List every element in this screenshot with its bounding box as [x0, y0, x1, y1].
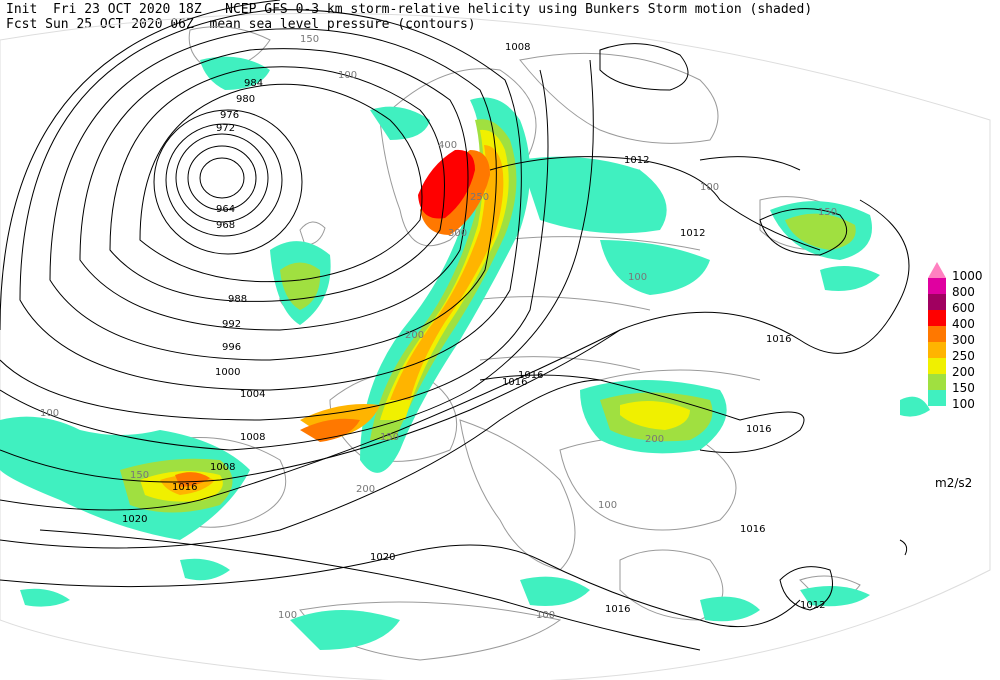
isobars	[0, 0, 910, 651]
legend-swatch	[928, 358, 946, 374]
helicity-label: 100	[338, 70, 357, 81]
isobar-label: 964	[216, 204, 235, 215]
helicity-label: 200	[405, 330, 424, 341]
isobar-label: 1020	[122, 514, 147, 525]
forecast-init-title: Init Fri 23 OCT 2020 18Z NCEP GFS 0-3 km…	[6, 2, 813, 17]
legend-label: 600	[952, 301, 975, 315]
isobar-label: 1016	[502, 377, 527, 388]
isobar-label: 1004	[240, 389, 265, 400]
legend-swatch	[928, 310, 946, 326]
legend-units: m2/s2	[935, 476, 973, 490]
helicity-label: 100	[278, 610, 297, 621]
legend-swatch	[928, 390, 946, 406]
helicity-label: 100	[628, 272, 647, 283]
helicity-label: 200	[645, 434, 664, 445]
legend-entry: 400	[928, 310, 998, 331]
forecast-valid-title: Fcst Sun 25 OCT 2020 06Z mean sea level …	[6, 17, 476, 32]
legend-label: 1000	[952, 269, 983, 283]
helicity-label: 200	[356, 484, 375, 495]
helicity-labels: 100 150 200 250 300 400 100 100 200 150 …	[40, 34, 837, 621]
helicity-label: 100	[598, 500, 617, 511]
helicity-label: 250	[470, 192, 489, 203]
helicity-label: 150	[130, 470, 149, 481]
isobar-label: 996	[222, 342, 241, 353]
isobar-label: 1008	[210, 462, 235, 473]
helicity-label: 400	[438, 140, 457, 151]
isobar-label: 968	[216, 220, 235, 231]
legend-entry: 200	[928, 358, 998, 379]
helicity-label: 100	[700, 182, 719, 193]
isobar-label: 992	[222, 319, 241, 330]
legend-label: 100	[952, 397, 975, 411]
legend-swatch	[928, 326, 946, 342]
map-domain-outline	[0, 12, 991, 680]
isobar-label: 1016	[172, 482, 197, 493]
legend-label: 150	[952, 381, 975, 395]
helicity-label: 150	[818, 207, 837, 218]
isobar-label: 972	[216, 123, 235, 134]
legend-label: 400	[952, 317, 975, 331]
legend-swatch	[928, 374, 946, 390]
isobar-label: 1020	[370, 552, 395, 563]
legend-entry: 600	[928, 294, 998, 315]
isobar-label: 984	[244, 78, 263, 89]
legend-entry: 300	[928, 326, 998, 347]
legend-arrow-swatch	[928, 262, 946, 278]
isobar-label: 1016	[605, 604, 630, 615]
legend-entry: 800	[928, 278, 998, 299]
legend-swatch	[928, 278, 946, 294]
isobar-label: 1012	[624, 155, 649, 166]
isobar-label: 1012	[800, 600, 825, 611]
isobar-label: 1016	[746, 424, 771, 435]
isobar-label: 980	[236, 94, 255, 105]
isobar-label: 1016	[766, 334, 791, 345]
isobar-label: 976	[220, 110, 239, 121]
legend-swatch	[928, 342, 946, 358]
isobar-label: 988	[228, 294, 247, 305]
legend-label: 800	[952, 285, 975, 299]
helicity-label: 100	[40, 408, 59, 419]
legend-label: 200	[952, 365, 975, 379]
color-legend: 1000 800 600 400 300 250 200 150 100	[928, 262, 998, 411]
isobar-label: 1016	[740, 524, 765, 535]
legend-entry: 150	[928, 374, 998, 395]
isobar-label: 1012	[680, 228, 705, 239]
isobar-label: 1008	[240, 432, 265, 443]
helicity-label: 300	[448, 228, 467, 239]
legend-label: 300	[952, 333, 975, 347]
isobar-label: 1016	[518, 370, 543, 381]
isobar-labels: 964 968 972 976 980 984 988 992 996 1000…	[122, 42, 825, 615]
helicity-label: 100	[536, 610, 555, 621]
isobar-label: 1000	[215, 367, 240, 378]
helicity-label: 150	[300, 34, 319, 45]
legend-swatch	[928, 294, 946, 310]
isobar-label: 1008	[505, 42, 530, 53]
legend-label: 250	[952, 349, 975, 363]
helicity-shading	[0, 56, 930, 650]
legend-entry: 1000	[928, 262, 998, 283]
legend-entry: 100	[928, 390, 998, 411]
helicity-label: 150	[380, 432, 399, 443]
legend-entry: 250	[928, 342, 998, 363]
